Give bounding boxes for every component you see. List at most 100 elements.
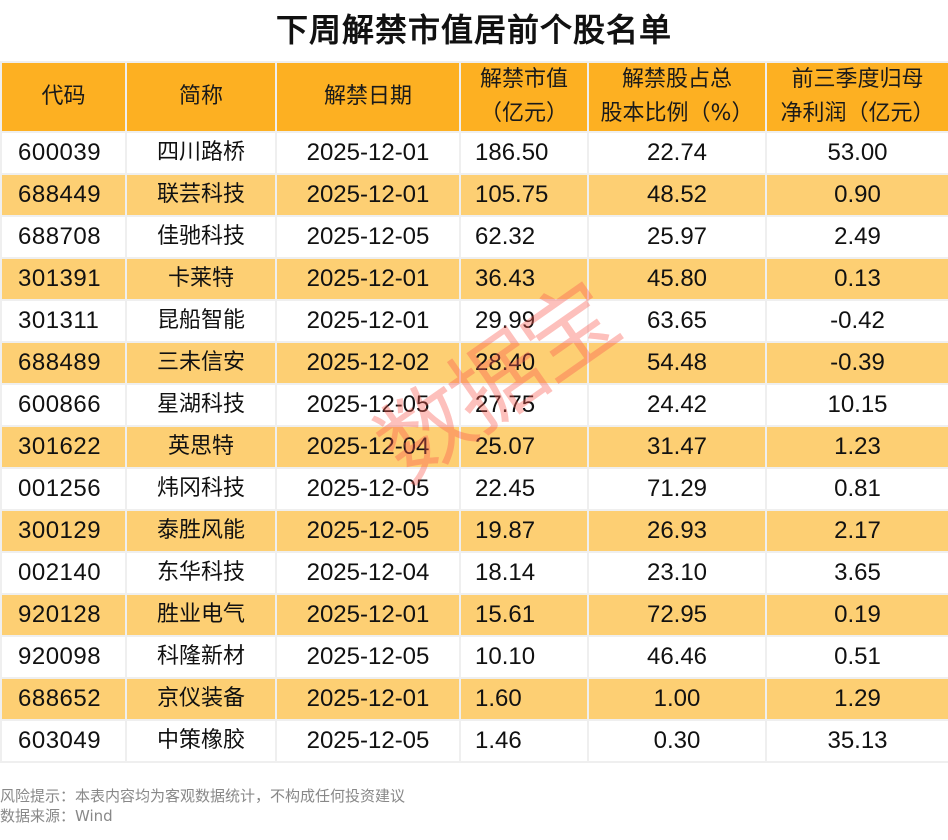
cell-name: 四川路桥 [125, 131, 277, 175]
cell-unlock-value: 36.43 [459, 257, 589, 301]
cell-ratio: 71.29 [587, 467, 767, 511]
cell-ratio: 45.80 [587, 257, 767, 301]
cell-profit: 2.49 [765, 215, 948, 259]
data-source: 数据来源：Wind [0, 807, 113, 825]
cell-name: 英思特 [125, 425, 277, 469]
cell-unlock-value: 105.75 [459, 173, 589, 217]
cell-profit: 0.81 [765, 467, 948, 511]
cell-ratio: 72.95 [587, 593, 767, 637]
cell-date: 2025-12-05 [275, 467, 461, 511]
cell-unlock-value: 186.50 [459, 131, 589, 175]
table-row: 920098 科隆新材 2025-12-05 10.10 46.46 0.51 [0, 635, 948, 679]
header-unlock-value: 解禁市值 （亿元） [459, 61, 589, 133]
cell-date: 2025-12-04 [275, 425, 461, 469]
table-row: 301622 英思特 2025-12-04 25.07 31.47 1.23 [0, 425, 948, 469]
header-code: 代码 [0, 61, 127, 133]
table-row: 688449 联芸科技 2025-12-01 105.75 48.52 0.90 [0, 173, 948, 217]
cell-profit: 0.13 [765, 257, 948, 301]
cell-date: 2025-12-01 [275, 131, 461, 175]
cell-name: 昆船智能 [125, 299, 277, 343]
table-row: 600039 四川路桥 2025-12-01 186.50 22.74 53.00 [0, 131, 948, 175]
table-row: 603049 中策橡胶 2025-12-05 1.46 0.30 35.13 [0, 719, 948, 763]
table-row: 688652 京仪装备 2025-12-01 1.60 1.00 1.29 [0, 677, 948, 721]
cell-profit: 1.23 [765, 425, 948, 469]
cell-date: 2025-12-02 [275, 341, 461, 385]
cell-profit: 2.17 [765, 509, 948, 553]
table-row: 001256 炜冈科技 2025-12-05 22.45 71.29 0.81 [0, 467, 948, 511]
cell-profit: -0.39 [765, 341, 948, 385]
cell-profit: 0.51 [765, 635, 948, 679]
cell-name: 东华科技 [125, 551, 277, 595]
cell-unlock-value: 1.60 [459, 677, 589, 721]
cell-name: 中策橡胶 [125, 719, 277, 763]
risk-note: 风险提示：本表内容均为客观数据统计，不构成任何投资建议 [0, 787, 406, 805]
cell-code: 688708 [0, 215, 127, 259]
cell-name: 卡莱特 [125, 257, 277, 301]
table-row: 688708 佳驰科技 2025-12-05 62.32 25.97 2.49 [0, 215, 948, 259]
cell-date: 2025-12-01 [275, 299, 461, 343]
cell-ratio: 1.00 [587, 677, 767, 721]
table-row: 688489 三未信安 2025-12-02 28.40 54.48 -0.39 [0, 341, 948, 385]
table-row: 301391 卡莱特 2025-12-01 36.43 45.80 0.13 [0, 257, 948, 301]
cell-ratio: 0.30 [587, 719, 767, 763]
cell-date: 2025-12-05 [275, 215, 461, 259]
cell-code: 600866 [0, 383, 127, 427]
cell-ratio: 25.97 [587, 215, 767, 259]
cell-unlock-value: 29.99 [459, 299, 589, 343]
cell-profit: 10.15 [765, 383, 948, 427]
cell-unlock-value: 19.87 [459, 509, 589, 553]
header-ratio: 解禁股占总 股本比例（%） [587, 61, 767, 133]
cell-profit: 35.13 [765, 719, 948, 763]
cell-code: 301311 [0, 299, 127, 343]
cell-ratio: 22.74 [587, 131, 767, 175]
cell-date: 2025-12-05 [275, 509, 461, 553]
cell-date: 2025-12-01 [275, 257, 461, 301]
cell-unlock-value: 1.46 [459, 719, 589, 763]
cell-name: 泰胜风能 [125, 509, 277, 553]
cell-name: 联芸科技 [125, 173, 277, 217]
cell-profit: 3.65 [765, 551, 948, 595]
cell-date: 2025-12-05 [275, 635, 461, 679]
table-row: 600866 星湖科技 2025-12-05 27.75 24.42 10.15 [0, 383, 948, 427]
cell-ratio: 26.93 [587, 509, 767, 553]
header-profit: 前三季度归母 净利润（亿元） [765, 61, 948, 133]
cell-profit: -0.42 [765, 299, 948, 343]
cell-name: 炜冈科技 [125, 467, 277, 511]
table-row: 002140 东华科技 2025-12-04 18.14 23.10 3.65 [0, 551, 948, 595]
cell-name: 佳驰科技 [125, 215, 277, 259]
table-header-row: 代码 简称 解禁日期 解禁市值 （亿元） 解禁股占总 股本比例（%） 前三季度归母净… [0, 61, 948, 133]
cell-name: 胜业电气 [125, 593, 277, 637]
cell-ratio: 23.10 [587, 551, 767, 595]
cell-date: 2025-12-05 [275, 383, 461, 427]
cell-code: 603049 [0, 719, 127, 763]
table-row: 300129 泰胜风能 2025-12-05 19.87 26.93 2.17 [0, 509, 948, 553]
cell-profit: 0.90 [765, 173, 948, 217]
cell-code: 300129 [0, 509, 127, 553]
cell-date: 2025-12-05 [275, 719, 461, 763]
cell-date: 2025-12-04 [275, 551, 461, 595]
cell-name: 京仪装备 [125, 677, 277, 721]
cell-unlock-value: 28.40 [459, 341, 589, 385]
cell-name: 三未信安 [125, 341, 277, 385]
cell-unlock-value: 15.61 [459, 593, 589, 637]
footer: 风险提示：本表内容均为客观数据统计，不构成任何投资建议 数据来源：Wind [0, 786, 405, 826]
cell-code: 688449 [0, 173, 127, 217]
cell-date: 2025-12-01 [275, 677, 461, 721]
cell-name: 科隆新材 [125, 635, 277, 679]
cell-ratio: 54.48 [587, 341, 767, 385]
cell-ratio: 48.52 [587, 173, 767, 217]
cell-ratio: 46.46 [587, 635, 767, 679]
cell-unlock-value: 18.14 [459, 551, 589, 595]
cell-unlock-value: 22.45 [459, 467, 589, 511]
cell-code: 688652 [0, 677, 127, 721]
cell-code: 001256 [0, 467, 127, 511]
cell-ratio: 24.42 [587, 383, 767, 427]
table-row: 920128 胜业电气 2025-12-01 15.61 72.95 0.19 [0, 593, 948, 637]
cell-code: 688489 [0, 341, 127, 385]
cell-unlock-value: 10.10 [459, 635, 589, 679]
cell-code: 301391 [0, 257, 127, 301]
table-row: 301311 昆船智能 2025-12-01 29.99 63.65 -0.42 [0, 299, 948, 343]
cell-profit: 0.19 [765, 593, 948, 637]
cell-date: 2025-12-01 [275, 593, 461, 637]
cell-ratio: 63.65 [587, 299, 767, 343]
